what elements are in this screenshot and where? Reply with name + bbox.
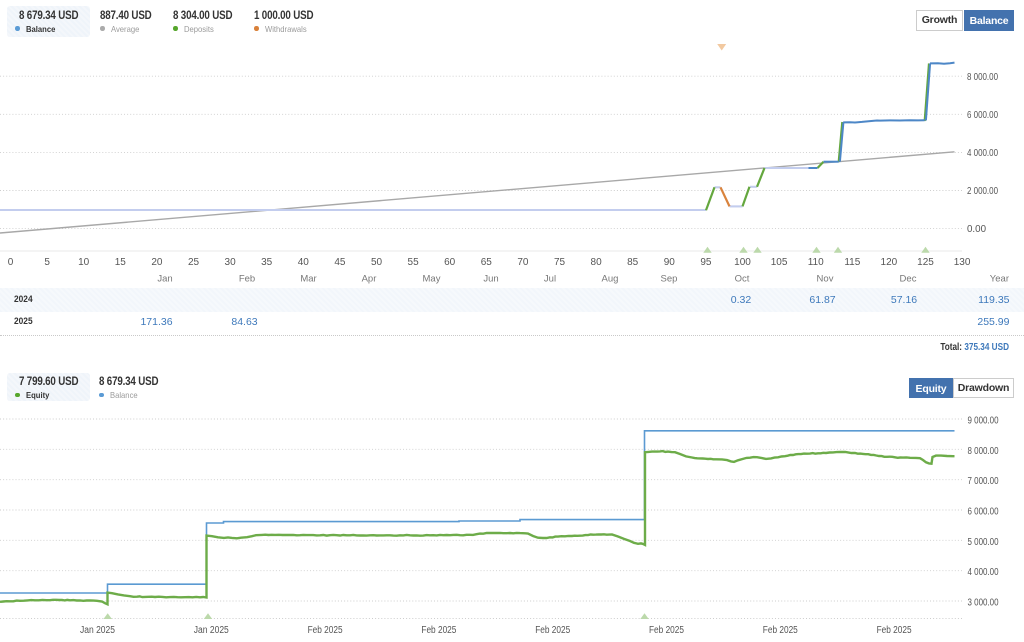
svg-text:85: 85 bbox=[627, 257, 639, 268]
svg-text:80: 80 bbox=[591, 257, 603, 268]
svg-text:30: 30 bbox=[225, 257, 237, 268]
svg-text:Feb 2025: Feb 2025 bbox=[535, 625, 570, 636]
svg-text:115: 115 bbox=[844, 257, 860, 268]
svg-text:Nov: Nov bbox=[817, 274, 834, 285]
svg-text:Feb 2025: Feb 2025 bbox=[421, 625, 456, 636]
svg-text:100: 100 bbox=[734, 257, 751, 268]
svg-text:Jan 2025: Jan 2025 bbox=[194, 625, 229, 636]
svg-text:Aug: Aug bbox=[602, 274, 619, 285]
svg-text:4 000.00: 4 000.00 bbox=[968, 567, 999, 578]
svg-text:Jun: Jun bbox=[483, 274, 498, 285]
svg-text:Oct: Oct bbox=[735, 274, 750, 285]
svg-text:90: 90 bbox=[664, 257, 676, 268]
svg-text:6 000.00: 6 000.00 bbox=[967, 110, 998, 121]
svg-text:95: 95 bbox=[700, 257, 712, 268]
svg-text:50: 50 bbox=[371, 257, 383, 268]
svg-text:Jan: Jan bbox=[157, 274, 172, 285]
svg-text:7 000.00: 7 000.00 bbox=[968, 476, 999, 487]
svg-text:Feb 2025: Feb 2025 bbox=[308, 625, 343, 636]
svg-text:35: 35 bbox=[261, 257, 273, 268]
svg-text:9 000.00: 9 000.00 bbox=[968, 416, 999, 427]
svg-text:Apr: Apr bbox=[362, 274, 377, 285]
svg-text:8 000.00: 8 000.00 bbox=[968, 446, 999, 457]
svg-text:Sep: Sep bbox=[661, 274, 678, 285]
svg-text:25: 25 bbox=[188, 257, 200, 268]
svg-text:Feb 2025: Feb 2025 bbox=[877, 625, 912, 636]
svg-text:Year: Year bbox=[990, 274, 1009, 285]
svg-text:5: 5 bbox=[44, 257, 50, 268]
svg-text:Jan 2025: Jan 2025 bbox=[80, 625, 115, 636]
svg-text:2 000.00: 2 000.00 bbox=[967, 186, 998, 197]
svg-text:Feb: Feb bbox=[239, 274, 255, 285]
svg-text:10: 10 bbox=[78, 257, 90, 268]
svg-text:5 000.00: 5 000.00 bbox=[968, 537, 999, 548]
svg-text:75: 75 bbox=[554, 257, 566, 268]
svg-text:130: 130 bbox=[954, 257, 971, 268]
svg-text:Dec: Dec bbox=[900, 274, 917, 285]
svg-text:65: 65 bbox=[481, 257, 493, 268]
svg-text:Feb 2025: Feb 2025 bbox=[763, 625, 798, 636]
svg-text:0.00: 0.00 bbox=[967, 224, 986, 235]
svg-text:15: 15 bbox=[115, 257, 127, 268]
svg-text:20: 20 bbox=[151, 257, 163, 268]
svg-text:105: 105 bbox=[771, 257, 788, 268]
svg-text:Feb 2025: Feb 2025 bbox=[649, 625, 684, 636]
svg-text:8 000.00: 8 000.00 bbox=[967, 72, 998, 83]
svg-text:Jul: Jul bbox=[544, 274, 556, 285]
svg-text:60: 60 bbox=[444, 257, 456, 268]
svg-text:45: 45 bbox=[334, 257, 346, 268]
svg-text:0: 0 bbox=[8, 257, 14, 268]
svg-text:40: 40 bbox=[298, 257, 310, 268]
svg-text:110: 110 bbox=[808, 257, 824, 268]
svg-text:Mar: Mar bbox=[300, 274, 316, 285]
svg-text:125: 125 bbox=[917, 257, 934, 268]
svg-text:120: 120 bbox=[881, 257, 898, 268]
svg-text:6 000.00: 6 000.00 bbox=[968, 507, 999, 518]
svg-text:70: 70 bbox=[517, 257, 529, 268]
svg-text:May: May bbox=[423, 274, 441, 285]
svg-text:4 000.00: 4 000.00 bbox=[967, 148, 998, 159]
svg-text:3 000.00: 3 000.00 bbox=[968, 598, 999, 609]
svg-text:55: 55 bbox=[408, 257, 420, 268]
